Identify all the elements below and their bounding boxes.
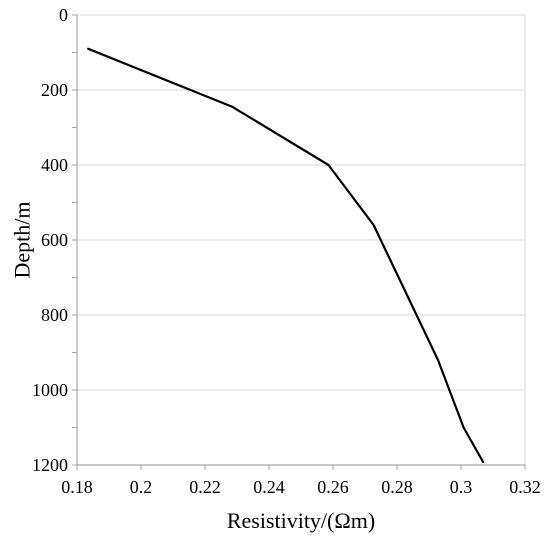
- x-tick-label: 0.28: [381, 477, 413, 497]
- x-tick-labels: 0.18 0.2 0.22 0.24 0.26 0.28 0.3 0.32: [61, 477, 541, 497]
- y-tick-label: 600: [41, 230, 68, 250]
- y-tick-labels: 0 200 400 600 800 1000 1200: [32, 5, 68, 475]
- x-tick-label: 0.32: [509, 477, 541, 497]
- x-tick-label: 0.26: [317, 477, 349, 497]
- y-axis-title: Depth/m: [10, 202, 35, 279]
- y-tick-label: 1000: [32, 380, 68, 400]
- y-tick-label: 800: [41, 305, 68, 325]
- y-tick-label: 0: [59, 5, 68, 25]
- series-line-0: [87, 47, 485, 464]
- x-axis-title: Resistivity/(Ωm): [227, 508, 375, 533]
- y-tick-label: 400: [41, 155, 68, 175]
- x-tick-label: 0.22: [189, 477, 221, 497]
- tick-marks: [72, 14, 526, 470]
- x-tick-label: 0.3: [450, 477, 473, 497]
- y-tick-label: 1200: [32, 455, 68, 475]
- y-tick-label: 200: [41, 80, 68, 100]
- series: [87, 47, 485, 464]
- x-tick-label: 0.24: [253, 477, 285, 497]
- x-tick-label: 0.2: [130, 477, 153, 497]
- gridlines: [77, 14, 526, 465]
- x-tick-label: 0.18: [61, 477, 93, 497]
